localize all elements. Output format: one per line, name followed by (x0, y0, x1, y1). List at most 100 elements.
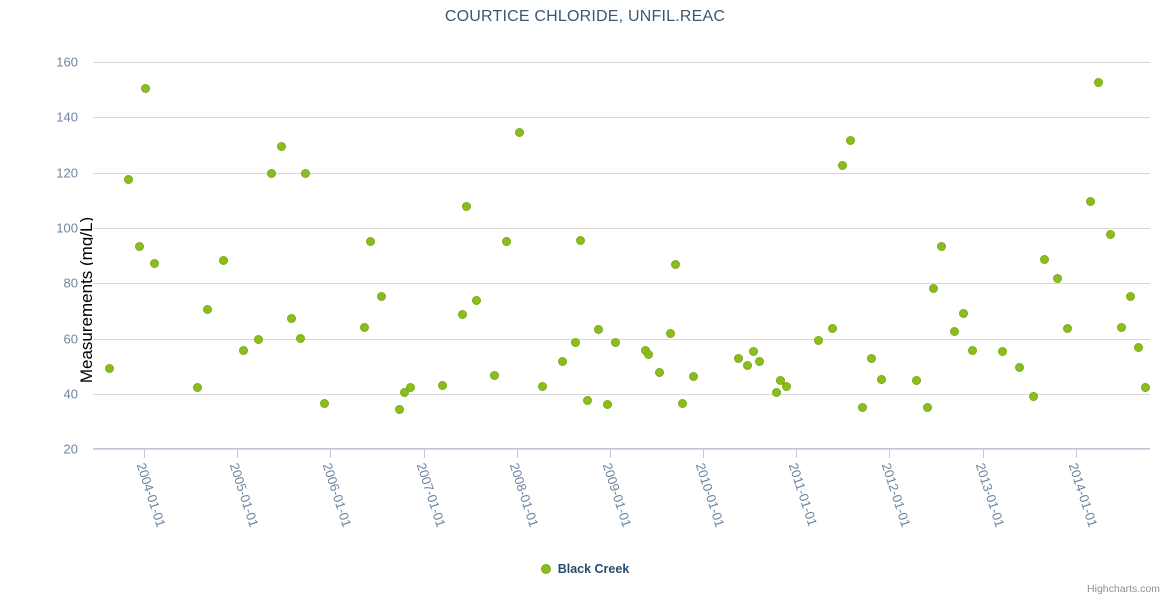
data-point[interactable] (911, 376, 921, 386)
data-point[interactable] (671, 260, 681, 270)
data-point[interactable] (837, 160, 847, 170)
data-point[interactable] (400, 387, 410, 397)
data-point[interactable] (394, 405, 404, 415)
data-point[interactable] (538, 381, 548, 391)
data-point[interactable] (501, 236, 511, 246)
data-point[interactable] (267, 169, 276, 179)
data-point[interactable] (277, 141, 287, 151)
data-point[interactable] (937, 242, 947, 252)
data-point[interactable] (254, 335, 263, 344)
data-point[interactable] (949, 326, 959, 336)
data-point[interactable] (867, 354, 876, 364)
x-axis-tick-label: 2010-01-01 (692, 461, 728, 529)
data-point[interactable] (922, 402, 932, 412)
data-point[interactable] (239, 346, 249, 355)
data-point[interactable] (754, 357, 764, 367)
data-point[interactable] (104, 364, 114, 373)
data-point[interactable] (846, 136, 856, 145)
data-point[interactable] (858, 402, 868, 412)
data-point[interactable] (748, 347, 758, 357)
data-point[interactable] (377, 292, 387, 302)
data-point[interactable] (1134, 343, 1144, 353)
data-point[interactable] (1116, 322, 1126, 332)
legend-item-black-creek[interactable]: Black Creek (540, 562, 629, 576)
data-point[interactable] (1085, 196, 1095, 206)
data-point[interactable] (1140, 383, 1150, 393)
x-axis-tick-mark (144, 449, 145, 458)
data-point[interactable] (1015, 362, 1025, 372)
data-point[interactable] (1106, 229, 1115, 239)
data-point[interactable] (828, 323, 837, 333)
data-point[interactable] (124, 174, 134, 184)
data-point[interactable] (998, 347, 1008, 357)
gridline (93, 283, 1150, 285)
data-point[interactable] (644, 350, 654, 360)
x-axis-tick-label: 2014-01-01 (1065, 461, 1101, 529)
data-point[interactable] (1062, 323, 1072, 333)
data-point[interactable] (813, 336, 823, 346)
plot-background (93, 40, 1150, 449)
data-point[interactable] (296, 333, 306, 343)
data-point[interactable] (461, 202, 471, 212)
data-point[interactable] (689, 372, 699, 382)
gridline (93, 172, 1150, 174)
x-axis-tick-mark (796, 449, 798, 458)
data-point[interactable] (359, 322, 369, 332)
gridline (93, 117, 1150, 119)
data-point[interactable] (665, 329, 675, 339)
data-point[interactable] (1052, 274, 1062, 284)
data-point[interactable] (576, 235, 586, 245)
data-point[interactable] (776, 376, 785, 386)
x-axis-tick-label: 2005-01-01 (227, 461, 262, 529)
x-axis-tick-label: 2013-01-01 (972, 461, 1008, 529)
data-point[interactable] (558, 357, 568, 367)
data-point[interactable] (582, 395, 592, 405)
data-point[interactable] (570, 337, 580, 347)
x-axis-tick-mark (516, 449, 518, 458)
x-axis-tick-label: 2012-01-01 (878, 461, 914, 529)
data-point[interactable] (193, 383, 202, 393)
data-point[interactable] (437, 380, 447, 390)
data-point[interactable] (286, 314, 296, 324)
data-point[interactable] (406, 383, 416, 393)
data-point[interactable] (677, 398, 687, 408)
data-point[interactable] (150, 259, 160, 268)
data-point[interactable] (134, 242, 144, 252)
gridline (93, 227, 1150, 229)
data-point[interactable] (203, 304, 212, 314)
data-point[interactable] (140, 83, 150, 93)
data-point[interactable] (1125, 292, 1135, 302)
data-point[interactable] (320, 398, 330, 408)
data-point[interactable] (300, 169, 310, 179)
credits-link[interactable]: Highcharts.com (1087, 583, 1160, 595)
data-point[interactable] (593, 325, 603, 335)
data-point[interactable] (219, 256, 228, 266)
data-point[interactable] (928, 283, 938, 293)
data-point[interactable] (1039, 254, 1049, 264)
data-point[interactable] (611, 337, 621, 347)
data-point[interactable] (1094, 78, 1103, 87)
x-axis-tick-label: 2004-01-01 (133, 461, 169, 529)
data-point[interactable] (743, 361, 753, 371)
data-point[interactable] (877, 375, 886, 384)
x-axis-tick-mark (330, 449, 332, 458)
y-axis-tick-label: 160 (56, 54, 78, 70)
data-point[interactable] (771, 387, 781, 397)
data-point[interactable] (968, 346, 978, 355)
data-point[interactable] (490, 370, 500, 380)
legend-marker-icon (540, 564, 551, 574)
chart-legend: Black Creek (0, 562, 1170, 576)
data-point[interactable] (471, 296, 481, 306)
x-axis-tick-label: 2006-01-01 (320, 461, 355, 529)
data-point[interactable] (781, 381, 791, 391)
data-point[interactable] (958, 308, 968, 318)
x-axis-tick-mark (982, 449, 984, 458)
data-point[interactable] (366, 236, 376, 246)
y-axis-tick-label: 60 (63, 331, 78, 346)
data-point[interactable] (515, 127, 525, 137)
data-point[interactable] (654, 368, 664, 378)
data-point[interactable] (602, 399, 612, 409)
data-point[interactable] (734, 354, 744, 364)
data-point[interactable] (1028, 391, 1038, 401)
data-point[interactable] (457, 310, 467, 320)
